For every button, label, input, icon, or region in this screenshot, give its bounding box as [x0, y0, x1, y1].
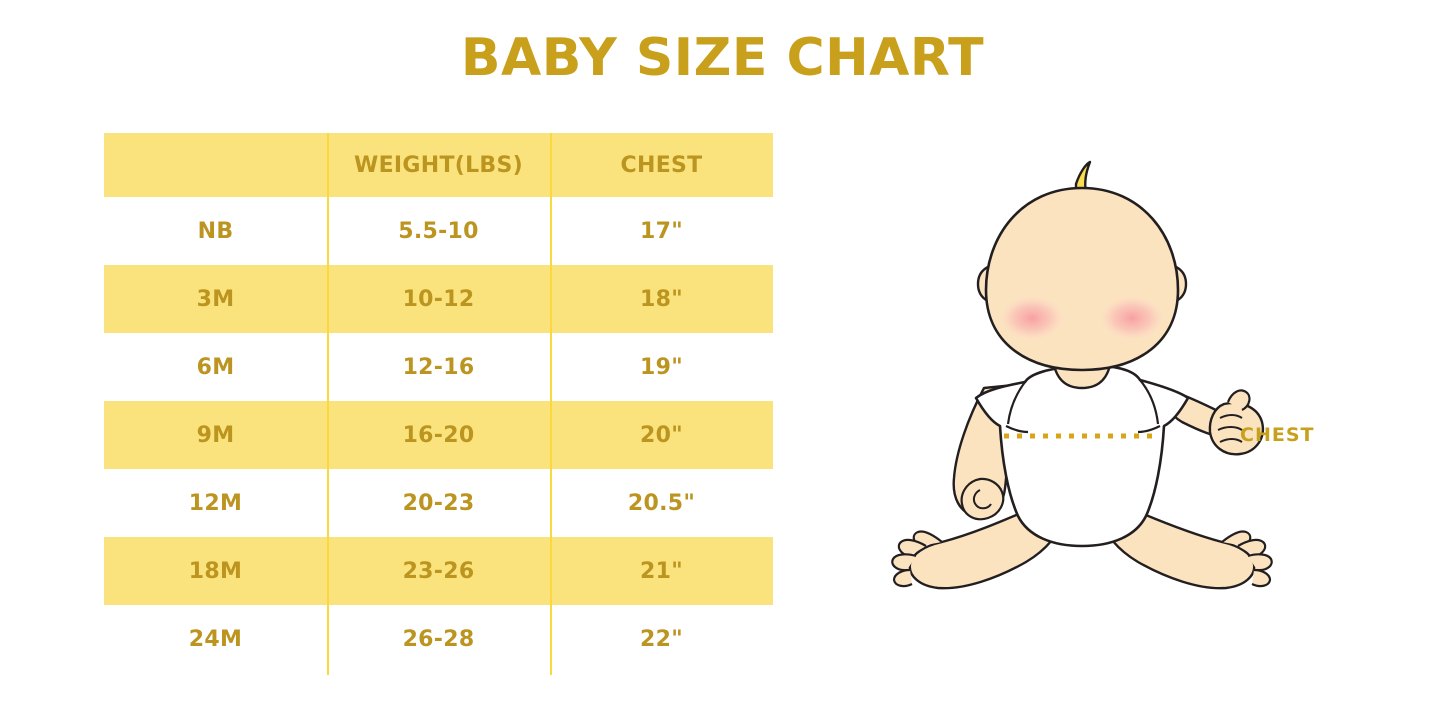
baby-right-cheek-blush — [1100, 296, 1164, 340]
baby-legs — [891, 508, 1273, 590]
table-row: 6M 12-16 19" — [104, 333, 773, 401]
column-header-chest: CHEST — [550, 133, 773, 197]
cell-size: 12M — [104, 469, 327, 537]
table-row: 18M 23-26 21" — [104, 537, 773, 605]
table-row: 24M 26-28 22" — [104, 605, 773, 673]
cell-size: 18M — [104, 537, 327, 605]
cell-chest: 22" — [550, 605, 773, 673]
baby-left-cheek-blush — [1000, 296, 1064, 340]
cell-weight: 5.5-10 — [327, 197, 550, 265]
column-header-size — [104, 133, 327, 197]
cell-size: 3M — [104, 265, 327, 333]
table-row: 12M 20-23 20.5" — [104, 469, 773, 537]
cell-size: NB — [104, 197, 327, 265]
table-column-divider — [327, 133, 329, 675]
table-row: 3M 10-12 18" — [104, 265, 773, 333]
table-row: NB 5.5-10 17" — [104, 197, 773, 265]
cell-weight: 10-12 — [327, 265, 550, 333]
cell-weight: 12-16 — [327, 333, 550, 401]
cell-chest: 20" — [550, 401, 773, 469]
cell-weight: 26-28 — [327, 605, 550, 673]
cell-chest: 18" — [550, 265, 773, 333]
cell-size: 6M — [104, 333, 327, 401]
cell-chest: 17" — [550, 197, 773, 265]
cell-weight: 23-26 — [327, 537, 550, 605]
cell-weight: 16-20 — [327, 401, 550, 469]
chest-label: CHEST — [1240, 424, 1315, 446]
cell-size: 9M — [104, 401, 327, 469]
cell-size: 24M — [104, 605, 327, 673]
baby-illustration — [891, 160, 1273, 590]
baby-onesie — [974, 364, 1190, 548]
table-header-row: WEIGHT(LBS) CHEST — [104, 133, 773, 197]
cell-chest: 19" — [550, 333, 773, 401]
size-chart-table: WEIGHT(LBS) CHEST NB 5.5-10 17" 3M 10-12… — [104, 133, 773, 673]
cell-chest: 21" — [550, 537, 773, 605]
column-header-weight: WEIGHT(LBS) — [327, 133, 550, 197]
cell-weight: 20-23 — [327, 469, 550, 537]
page-title: BABY SIZE CHART — [460, 28, 985, 88]
cell-chest: 20.5" — [550, 469, 773, 537]
baby-right-arm — [1166, 389, 1265, 456]
table-column-divider — [550, 133, 552, 675]
baby-head — [984, 186, 1180, 372]
table-row: 9M 16-20 20" — [104, 401, 773, 469]
